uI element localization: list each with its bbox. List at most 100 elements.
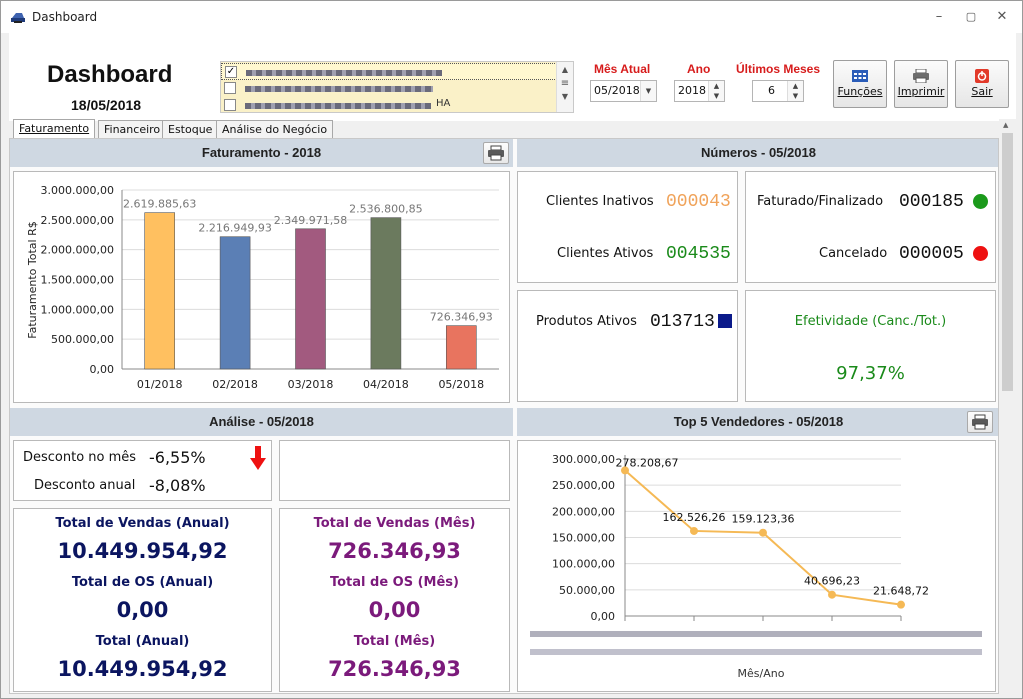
clientes-inativos-value: 000043 [666,192,731,212]
point-value-label: 162.526,26 [663,511,726,524]
ano-value: 2018 [678,84,706,97]
ultimos-meses-spinner[interactable]: 6 ▲ ▼ [752,80,804,102]
minimize-button[interactable]: – [935,9,943,24]
company-item[interactable]: ✓ [221,63,557,80]
maximize-button[interactable]: ▢ [965,10,977,23]
desconto-mes-label: Desconto no mês [23,450,137,465]
company-item[interactable]: HA [221,97,557,114]
company-name-tail: HA [436,98,451,109]
chevron-down-icon[interactable]: ▼ [640,81,656,101]
bar-value-label: 726.346,93 [430,311,493,324]
empty-panel [279,440,510,501]
scroll-thumb[interactable] [1002,133,1013,391]
company-checkbox[interactable] [224,99,236,111]
mes-atual-select[interactable]: 05/2018 ▼ [590,80,657,102]
y-tick-label: 1.500.000,00 [41,274,114,287]
desconto-anual-label: Desconto anual [34,478,136,493]
list-scrollbar[interactable]: ▲ ≡ ▼ [556,62,573,112]
y-tick-label: 50.000,00 [559,584,615,597]
total-mes-label: Total (Mês) [353,634,436,649]
desconto-mes-value: -6,55% [149,448,206,467]
funcoes-button[interactable]: Funções [833,60,887,108]
printer-icon [488,145,504,161]
redacted-category-labels [530,631,982,637]
bar-value-label: 2.349.971,58 [274,214,347,227]
close-button[interactable]: ✕ [996,9,1008,24]
print-top5-button[interactable] [967,411,993,433]
tab-financeiro[interactable]: Financeiro [98,120,167,139]
company-checkbox[interactable]: ✓ [225,66,237,78]
clientes-ativos-label: Clientes Ativos [557,246,654,261]
bar [370,217,402,370]
navy-square-indicator [718,314,732,328]
faturado-label: Faturado/Finalizado [757,194,884,209]
page-title: Dashboard [47,61,173,88]
company-checklist[interactable]: ✓ HA ▲ ≡ ▼ [220,61,574,113]
mes-atual-label: Mês Atual [594,62,651,76]
totais-anuais-panel: Total de Vendas (Anual) 10.449.954,92 To… [13,508,272,692]
arrow-down-icon [250,446,266,470]
tab-analise-negocio[interactable]: Análise do Negócio [216,120,334,139]
y-axis-label: Faturamento Total R$ [26,221,39,338]
mes-atual-value: 05/2018 [594,84,640,97]
cancelado-label: Cancelado [819,246,888,261]
total-vendas-anual-label: Total de Vendas (Anual) [55,516,230,531]
sair-button[interactable]: Sair [955,60,1009,108]
total-os-mes-value: 0,00 [368,598,421,622]
grid-icon [852,70,868,82]
efetividade-panel: Efetividade (Canc./Tot.) 97,37% [745,290,996,402]
cancelado-value: 000005 [899,244,964,264]
tab-faturamento[interactable]: Faturamento [13,119,96,139]
bar-value-label: 2.216.949,93 [198,222,271,235]
funcoes-label: Funções [837,85,883,98]
imprimir-button[interactable]: Imprimir [894,60,948,108]
bar [144,212,175,370]
x-tick-label: 03/2018 [288,378,334,391]
print-chart-button[interactable] [483,142,509,164]
scroll-up-icon[interactable]: ▲ [561,65,569,74]
x-axis-label: Mês/Ano [738,667,785,680]
data-point [897,600,905,609]
efetividade-value: 97,37% [836,363,905,384]
y-tick-label: 2.000.000,00 [41,244,114,257]
bar [219,236,251,370]
ultimos-meses-value: 6 [768,84,775,97]
spin-arrows-icon[interactable]: ▲ ▼ [787,81,803,101]
redacted-company-name [245,86,433,92]
point-value-label: 278.208,67 [616,456,679,469]
tab-estoque[interactable]: Estoque [162,120,219,139]
y-tick-label: 3.000.000,00 [41,184,114,197]
company-checkbox[interactable] [224,82,236,94]
y-tick-label: 150.000,00 [552,532,615,545]
current-date: 18/05/2018 [71,97,142,113]
printer-icon [972,414,988,430]
scroll-grip-icon[interactable]: ≡ [560,78,570,89]
totais-mes-panel: Total de Vendas (Mês) 726.346,93 Total d… [279,508,510,692]
point-value-label: 40.696,23 [804,575,860,588]
scroll-down-icon[interactable]: ▼ [561,92,569,101]
redacted-company-name [246,70,442,76]
y-tick-label: 1.000.000,00 [41,303,114,316]
vertical-scrollbar[interactable]: ▲ [999,119,1016,694]
y-tick-label: 200.000,00 [552,505,615,518]
produtos-ativos-label: Produtos Ativos [536,314,637,329]
y-tick-label: 2.500.000,00 [41,214,114,227]
ano-spinner[interactable]: 2018 ▲ ▼ [674,80,725,102]
analise-header: Análise - 05/2018 [10,408,513,436]
x-tick-label: 04/2018 [363,378,409,391]
total-anual-label: Total (Anual) [95,634,190,649]
y-tick-label: 300.000,00 [552,453,615,466]
ano-label: Ano [687,62,711,76]
tab-content: Faturamento - 2018 0,00 500.000,00 1.000.0… [9,138,999,694]
scroll-up-icon[interactable]: ▲ [1003,121,1009,129]
bar [445,325,477,370]
ultimos-meses-label: Últimos Meses [736,62,821,76]
company-item[interactable] [221,80,557,97]
y-tick-label: 100.000,00 [552,558,615,571]
sair-label: Sair [971,85,993,98]
y-tick-label: 0,00 [90,363,115,376]
imprimir-label: Imprimir [897,85,945,98]
spin-arrows-icon[interactable]: ▲ ▼ [708,81,724,101]
desconto-panel: Desconto no mês -6,55% Desconto anual -8… [13,440,272,501]
produtos-ativos-value: 013713 [650,312,715,332]
